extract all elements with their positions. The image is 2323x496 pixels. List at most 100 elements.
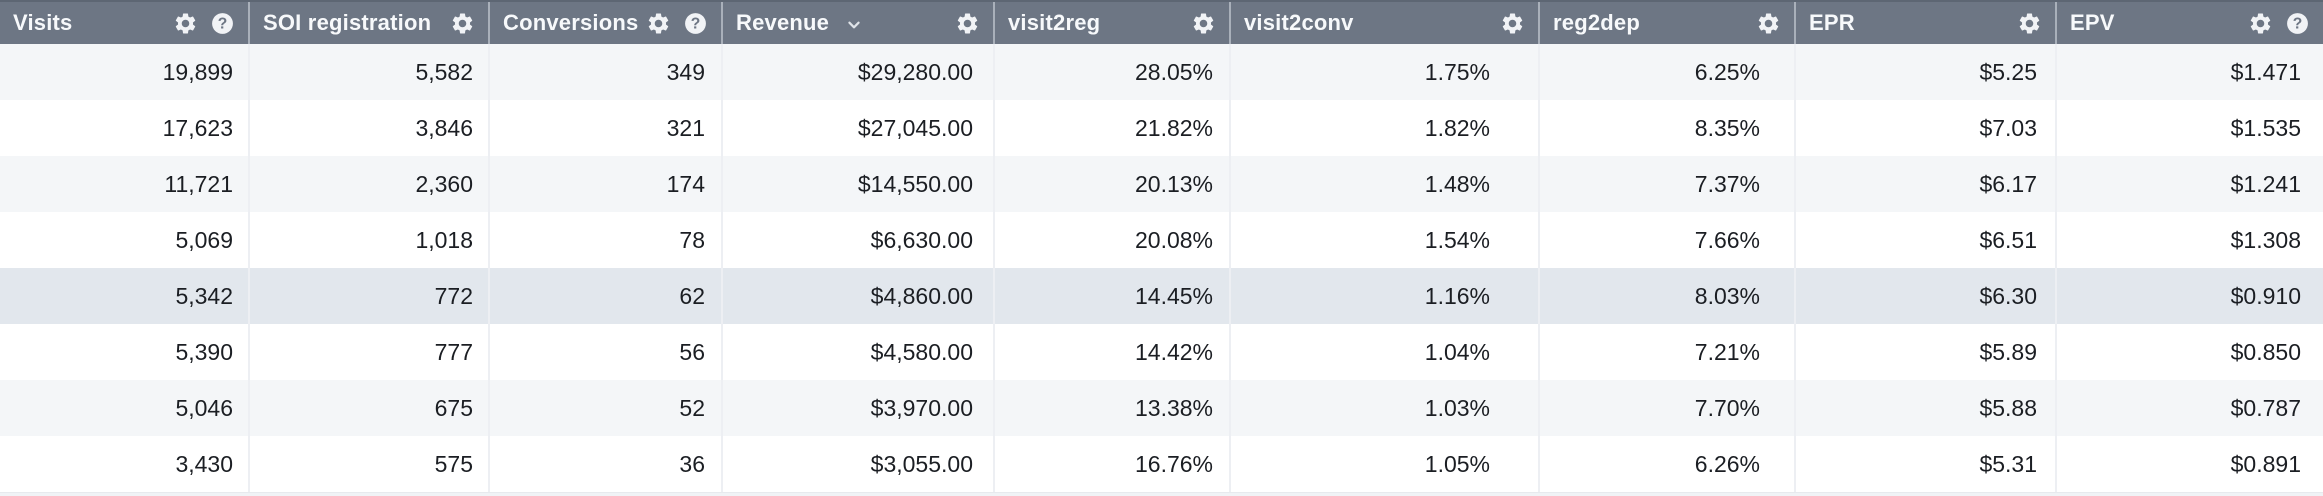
- table-cell: 19,899: [0, 44, 250, 100]
- table-cell: $1.308: [2230, 227, 2301, 253]
- table-cell: $29,280.00: [723, 44, 995, 100]
- table-cell: $14,550.00: [723, 156, 995, 212]
- table-cell: 675: [250, 380, 490, 436]
- table-cell: 5,342: [0, 268, 250, 324]
- table-row[interactable]: 3,430 575 36 $3,055.00 16.76% 1.05% 6.26% $5.31…: [0, 436, 2323, 492]
- chevron-down-icon: [848, 21, 860, 29]
- column-header-visits[interactable]: Visits: [0, 2, 250, 44]
- table-cell: 575: [250, 436, 490, 492]
- table-cell: 777: [250, 324, 490, 380]
- table-cell: 174: [490, 156, 723, 212]
- table-cell: 14.45%: [995, 268, 1231, 324]
- column-header-conversions[interactable]: Conversions: [490, 2, 723, 44]
- column-label: Revenue: [736, 10, 830, 35]
- table-cell: 1.04%: [1231, 324, 1540, 380]
- table-row[interactable]: 19,899 5,582 349 $29,280.00 28.05% 1.75% 6.25%…: [0, 44, 2323, 100]
- gear-icon[interactable]: [1191, 11, 1216, 36]
- table-cell: 6.25%: [1540, 44, 1796, 100]
- table-cell: 14.42%: [995, 324, 1231, 380]
- table-cell: 5,046: [0, 380, 250, 436]
- table-cell: 8.35%: [1540, 100, 1796, 156]
- table-cell: 17,623: [0, 100, 250, 156]
- table-cell: $0.891: [2230, 451, 2301, 477]
- gear-icon[interactable]: [646, 11, 671, 36]
- table-cell: 28.05%: [995, 44, 1231, 100]
- table-cell: $4,860.00: [723, 268, 995, 324]
- table-cell: $5.31: [1796, 436, 2057, 492]
- column-header-epr[interactable]: EPR: [1796, 2, 2057, 44]
- table-cell: $4,580.00: [723, 324, 995, 380]
- table-row[interactable]: 5,069 1,018 78 $6,630.00 20.08% 1.54% 7.66% $6.…: [0, 212, 2323, 268]
- column-header-visit2reg[interactable]: visit2reg: [995, 2, 1231, 44]
- table-cell: 5,390: [0, 324, 250, 380]
- help-icon[interactable]: [210, 11, 235, 36]
- gear-icon[interactable]: [450, 11, 475, 36]
- table-cell: 7.37%: [1540, 156, 1796, 212]
- column-header-soi-registration[interactable]: SOI registration: [250, 2, 490, 44]
- table-cell: $5.88: [1796, 380, 2057, 436]
- column-label: EPV: [2070, 10, 2115, 35]
- table-cell: 1.16%: [1231, 268, 1540, 324]
- column-label: SOI registration: [263, 10, 432, 35]
- table-cell: 11,721: [0, 156, 250, 212]
- column-header-epv[interactable]: EPV: [2057, 2, 2323, 44]
- column-header-revenue[interactable]: Revenue: [723, 2, 995, 44]
- table-cell: $1.535: [2230, 115, 2301, 141]
- gear-icon[interactable]: [1756, 11, 1781, 36]
- column-label: visit2conv: [1244, 10, 1354, 35]
- table-cell: $3,970.00: [723, 380, 995, 436]
- table-row[interactable]: 5,390 777 56 $4,580.00 14.42% 1.04% 7.21% $5.89…: [0, 324, 2323, 380]
- table-cell: 21.82%: [995, 100, 1231, 156]
- column-label: Conversions: [503, 10, 639, 35]
- table-body: 19,899 5,582 349 $29,280.00 28.05% 1.75% 6.25%…: [0, 44, 2323, 492]
- table-cell: 16.76%: [995, 436, 1231, 492]
- column-label: reg2dep: [1553, 10, 1640, 35]
- table-cell: 5,069: [0, 212, 250, 268]
- table-cell: $27,045.00: [723, 100, 995, 156]
- table-cell: 5,582: [250, 44, 490, 100]
- table-cell: 7.66%: [1540, 212, 1796, 268]
- table-cell: $0.910: [2230, 283, 2301, 309]
- table-cell: 772: [250, 268, 490, 324]
- table-cell: 20.08%: [995, 212, 1231, 268]
- table-row[interactable]: 5,046 675 52 $3,970.00 13.38% 1.03% 7.70% $5.88…: [0, 380, 2323, 436]
- column-label: Visits: [13, 10, 73, 35]
- table-cell: 1,018: [250, 212, 490, 268]
- table-cell: 36: [490, 436, 723, 492]
- table-bottom-edge: [0, 492, 2323, 496]
- table-cell: $1.471: [2230, 59, 2301, 85]
- table-cell: 1.03%: [1231, 380, 1540, 436]
- table-cell: $6.30: [1796, 268, 2057, 324]
- table-row-highlighted[interactable]: 5,342 772 62 $4,860.00 14.45% 1.16% 8.03% $6.30…: [0, 268, 2323, 324]
- table-cell: 1.75%: [1231, 44, 1540, 100]
- column-header-visit2conv[interactable]: visit2conv: [1231, 2, 1540, 44]
- table-cell: 78: [490, 212, 723, 268]
- table-cell: 2,360: [250, 156, 490, 212]
- table-cell: $5.25: [1796, 44, 2057, 100]
- column-header-reg2dep[interactable]: reg2dep: [1540, 2, 1796, 44]
- table-cell: 6.26%: [1540, 436, 1796, 492]
- gear-icon[interactable]: [1500, 11, 1525, 36]
- table-cell: $0.787: [2230, 395, 2301, 421]
- table-cell: $6.17: [1796, 156, 2057, 212]
- table-cell: 56: [490, 324, 723, 380]
- table-cell: 3,846: [250, 100, 490, 156]
- table-row[interactable]: 11,721 2,360 174 $14,550.00 20.13% 1.48% 7.37%…: [0, 156, 2323, 212]
- gear-icon[interactable]: [2017, 11, 2042, 36]
- table-cell: 1.54%: [1231, 212, 1540, 268]
- table-cell: 7.70%: [1540, 380, 1796, 436]
- table-cell: 52: [490, 380, 723, 436]
- table-cell: 321: [490, 100, 723, 156]
- table-cell: 13.38%: [995, 380, 1231, 436]
- gear-icon[interactable]: [173, 11, 198, 36]
- gear-icon[interactable]: [2248, 11, 2273, 36]
- table-cell: 1.48%: [1231, 156, 1540, 212]
- table-cell: $1.241: [2230, 171, 2301, 197]
- help-icon[interactable]: [2285, 11, 2310, 36]
- table-row[interactable]: 17,623 3,846 321 $27,045.00 21.82% 1.82% 8.35%…: [0, 100, 2323, 156]
- gear-icon[interactable]: [955, 11, 980, 36]
- table-cell: $5.89: [1796, 324, 2057, 380]
- help-icon[interactable]: [683, 11, 708, 36]
- table-cell: 7.21%: [1540, 324, 1796, 380]
